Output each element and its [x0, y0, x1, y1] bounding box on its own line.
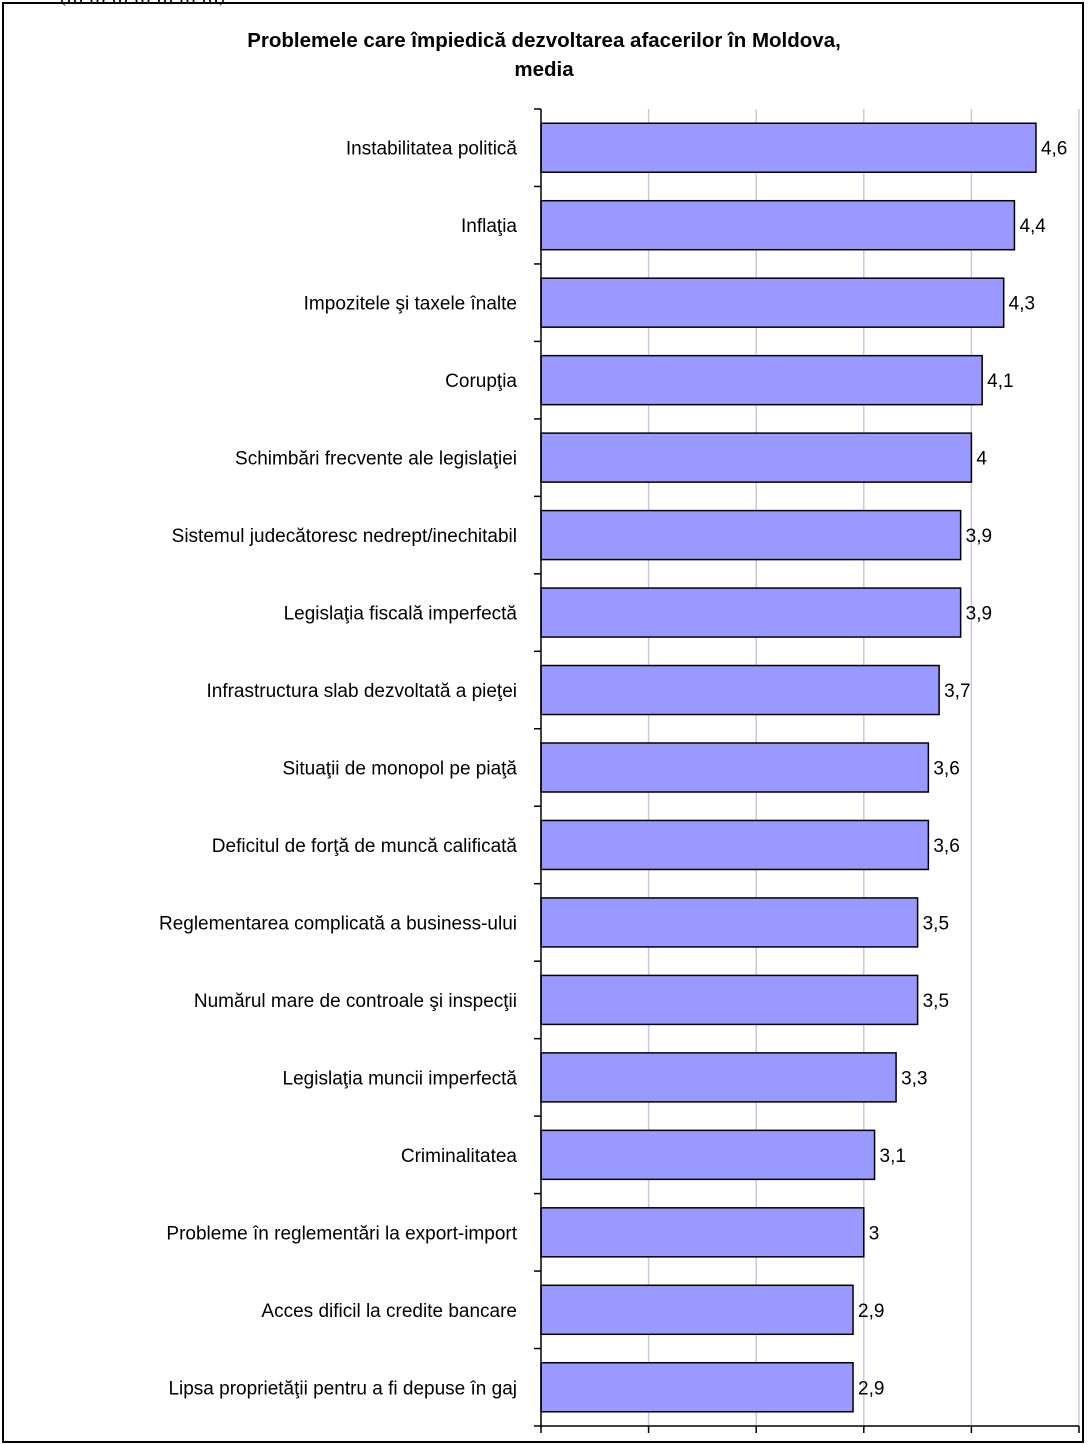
bar-1 — [540, 122, 1037, 173]
category-label-8: Infrastructura slab dezvoltată a pieţei — [206, 681, 517, 702]
bar-5 — [540, 432, 973, 483]
data-label-8: 3,7 — [944, 681, 970, 702]
category-label-11: Reglementarea complicată a business-ului — [159, 913, 517, 934]
data-label-5: 4 — [976, 449, 987, 470]
bar-17 — [540, 1362, 854, 1413]
data-label-4: 4,1 — [987, 371, 1013, 392]
category-label-16: Acces dificil la credite bancare — [261, 1301, 517, 1322]
category-label-4: Corupţia — [445, 371, 517, 392]
bar-2 — [540, 199, 1016, 251]
bar-3 — [540, 277, 1005, 328]
data-label-3: 4,3 — [1009, 294, 1035, 315]
data-label-6: 3,9 — [966, 526, 992, 547]
category-label-12: Numărul mare de controale şi inspecţii — [194, 991, 517, 1012]
data-label-17: 2,9 — [858, 1378, 884, 1399]
data-label-14: 3,1 — [880, 1146, 906, 1167]
data-label-9: 3,6 — [933, 759, 959, 780]
data-label-13: 3,3 — [901, 1068, 927, 1089]
category-label-3: Impozitele şi taxele înalte — [304, 294, 517, 315]
bar-9 — [540, 742, 930, 793]
category-label-9: Situaţii de monopol pe piaţă — [283, 759, 518, 780]
bar-15 — [540, 1207, 865, 1258]
category-label-2: Inflaţia — [461, 216, 517, 237]
category-label-5: Schimbări frecvente ale legislaţiei — [235, 449, 517, 470]
bar-8 — [540, 664, 940, 716]
data-label-7: 3,9 — [966, 604, 992, 625]
category-label-10: Deficitul de forţă de muncă calificată — [212, 836, 518, 857]
data-label-10: 3,6 — [933, 836, 959, 857]
data-label-16: 2,9 — [858, 1301, 884, 1322]
bar-13 — [540, 1052, 897, 1103]
bar-12 — [540, 974, 919, 1026]
bar-6 — [540, 509, 962, 561]
data-label-11: 3,5 — [923, 913, 949, 934]
data-label-1: 4,6 — [1041, 139, 1067, 160]
chart-title-line-2: media — [514, 58, 574, 81]
data-label-12: 3,5 — [923, 991, 949, 1012]
bar-14 — [540, 1129, 876, 1181]
bar-4 — [540, 354, 983, 406]
category-label-1: Instabilitatea politică — [346, 139, 518, 160]
bar-7 — [540, 587, 962, 638]
chart-title-line-1: Problemele care împiedică dezvoltarea af… — [247, 29, 841, 52]
data-label-15: 3 — [869, 1223, 880, 1244]
category-label-15: Probleme în reglementări la export-impor… — [166, 1223, 517, 1244]
category-label-13: Legislaţia muncii imperfectă — [283, 1068, 518, 1089]
chart-title: Problemele care împiedică dezvoltarea af… — [0, 26, 1088, 84]
bar-10 — [540, 819, 930, 871]
category-label-7: Legislaţia fiscală imperfectă — [284, 604, 518, 625]
data-label-2: 4,4 — [1019, 216, 1046, 237]
category-label-14: Criminalitatea — [401, 1146, 518, 1167]
category-label-17: Lipsa proprietăţii pentru a fi depuse în… — [168, 1378, 517, 1399]
bar-11 — [540, 897, 919, 948]
bar-16 — [540, 1284, 854, 1336]
category-label-6: Sistemul judecătoresc nedrept/inechitabi… — [172, 526, 517, 547]
